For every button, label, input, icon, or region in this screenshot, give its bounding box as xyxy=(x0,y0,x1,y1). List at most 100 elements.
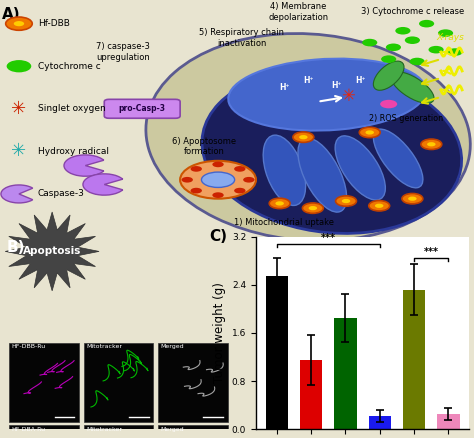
Circle shape xyxy=(275,201,284,205)
Circle shape xyxy=(421,139,442,149)
Circle shape xyxy=(212,162,224,167)
Circle shape xyxy=(180,161,256,199)
Circle shape xyxy=(299,135,308,139)
Circle shape xyxy=(243,177,255,183)
Circle shape xyxy=(269,198,290,208)
Circle shape xyxy=(212,192,224,198)
Ellipse shape xyxy=(298,138,346,212)
Text: 7) caspase-3
upregulation: 7) caspase-3 upregulation xyxy=(96,42,150,62)
Circle shape xyxy=(438,29,453,37)
FancyBboxPatch shape xyxy=(83,425,154,438)
Text: Hf-DBB: Hf-DBB xyxy=(38,19,70,28)
Text: H⁺: H⁺ xyxy=(279,83,290,92)
Circle shape xyxy=(380,100,397,108)
Ellipse shape xyxy=(201,172,235,187)
Ellipse shape xyxy=(146,34,470,241)
Ellipse shape xyxy=(335,136,385,200)
Circle shape xyxy=(362,39,377,46)
Ellipse shape xyxy=(263,135,306,205)
FancyBboxPatch shape xyxy=(9,343,79,421)
Circle shape xyxy=(6,17,32,30)
Ellipse shape xyxy=(391,72,434,103)
Text: ***: *** xyxy=(424,247,439,257)
Ellipse shape xyxy=(374,129,423,188)
Text: ✳: ✳ xyxy=(11,100,27,118)
Text: HF-DBB-Ru: HF-DBB-Ru xyxy=(11,344,46,350)
Circle shape xyxy=(405,36,420,44)
Text: H⁺: H⁺ xyxy=(303,76,313,85)
Text: X-rays: X-rays xyxy=(437,33,465,42)
Bar xyxy=(265,276,288,429)
Bar xyxy=(403,290,425,429)
Wedge shape xyxy=(1,185,33,203)
Ellipse shape xyxy=(228,59,426,131)
Text: C): C) xyxy=(209,229,227,244)
Circle shape xyxy=(302,203,323,213)
FancyBboxPatch shape xyxy=(104,99,180,118)
Text: 5) Respiratory chain
inactivation: 5) Respiratory chain inactivation xyxy=(199,28,284,48)
Circle shape xyxy=(191,188,202,194)
Circle shape xyxy=(408,197,417,201)
Text: Caspase-3: Caspase-3 xyxy=(38,190,85,198)
Text: 2) ROS generation: 2) ROS generation xyxy=(369,114,443,123)
Circle shape xyxy=(342,199,350,203)
Text: ✳: ✳ xyxy=(341,87,356,105)
Text: Hydroxy radical: Hydroxy radical xyxy=(38,147,109,156)
Circle shape xyxy=(427,142,436,146)
Circle shape xyxy=(234,188,246,194)
Circle shape xyxy=(309,206,317,210)
Circle shape xyxy=(7,60,31,72)
Polygon shape xyxy=(5,212,99,291)
Circle shape xyxy=(386,43,401,51)
Text: 3) Cytochrome c release: 3) Cytochrome c release xyxy=(361,7,464,16)
Text: ***: *** xyxy=(321,233,336,243)
FancyBboxPatch shape xyxy=(158,343,228,421)
Circle shape xyxy=(419,20,434,28)
Circle shape xyxy=(293,132,314,142)
Bar xyxy=(334,318,356,429)
Circle shape xyxy=(447,48,463,56)
Text: H⁺: H⁺ xyxy=(355,76,365,85)
Circle shape xyxy=(428,46,444,53)
Text: Singlet oxygen: Singlet oxygen xyxy=(38,104,106,113)
Text: B): B) xyxy=(7,240,26,255)
Bar xyxy=(437,414,460,429)
FancyBboxPatch shape xyxy=(83,343,154,421)
FancyBboxPatch shape xyxy=(158,425,228,438)
Text: Merged: Merged xyxy=(160,427,184,432)
Text: Apoptosis: Apoptosis xyxy=(23,247,82,256)
Text: Merged: Merged xyxy=(160,344,184,350)
Text: Cytochrome c: Cytochrome c xyxy=(38,62,100,71)
Circle shape xyxy=(14,21,24,26)
Circle shape xyxy=(359,127,380,138)
Circle shape xyxy=(365,131,374,134)
Bar xyxy=(300,360,322,429)
Text: Mitotracker: Mitotracker xyxy=(86,427,122,432)
Circle shape xyxy=(402,194,423,204)
Text: 1) Mitochondrial uptake: 1) Mitochondrial uptake xyxy=(235,218,334,227)
Circle shape xyxy=(191,166,202,172)
Circle shape xyxy=(336,196,356,206)
Text: HF-DBA-Ru: HF-DBA-Ru xyxy=(11,427,46,432)
Bar xyxy=(369,416,391,429)
Circle shape xyxy=(410,58,425,65)
Ellipse shape xyxy=(374,61,404,90)
Text: H⁺: H⁺ xyxy=(331,81,342,90)
Text: Mitotracker: Mitotracker xyxy=(86,344,122,350)
Text: A): A) xyxy=(2,7,21,22)
Circle shape xyxy=(182,177,193,183)
Circle shape xyxy=(369,201,390,211)
Text: 4) Membrane
depolarization: 4) Membrane depolarization xyxy=(269,2,328,22)
Circle shape xyxy=(381,55,396,63)
Circle shape xyxy=(395,27,410,35)
Circle shape xyxy=(375,204,383,208)
Text: pro-Casp-3: pro-Casp-3 xyxy=(118,104,166,113)
Ellipse shape xyxy=(202,69,462,233)
Wedge shape xyxy=(83,174,123,195)
Circle shape xyxy=(234,166,246,172)
Text: 6) Apoptosome
formation: 6) Apoptosome formation xyxy=(172,137,236,156)
Y-axis label: Tumor weight (g): Tumor weight (g) xyxy=(213,283,226,383)
Wedge shape xyxy=(64,155,104,176)
FancyBboxPatch shape xyxy=(9,425,79,438)
Text: ✳: ✳ xyxy=(11,142,27,160)
